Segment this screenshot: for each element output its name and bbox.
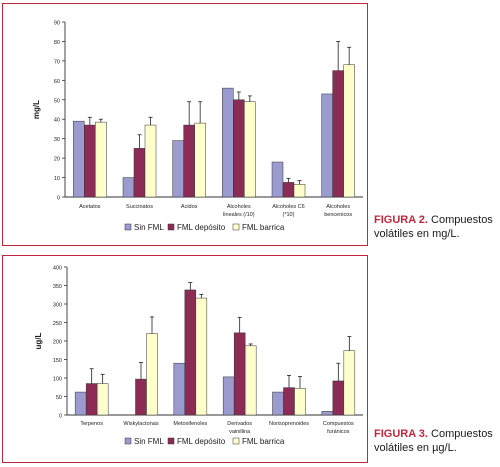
- chart1-category-label: bencenicos: [324, 212, 352, 218]
- chart2-legend-swatch: [124, 437, 132, 445]
- chart2-ytick-label: 400: [53, 266, 62, 272]
- chart2-bar: [146, 333, 158, 416]
- chart2-category-label: vainillina: [229, 429, 251, 435]
- chart-panel-volatiles-ug: 0 50 100 150 200 250 300 350 400 ug/L Terpenos Wisk…: [2, 255, 368, 463]
- chart1-legend-label: FML barrica: [242, 223, 285, 232]
- chart1-bar: [84, 124, 96, 198]
- chart2-ytick-label: 250: [53, 321, 62, 327]
- chart1-bar: [95, 121, 107, 198]
- chart1-ytick-label: 90: [54, 21, 60, 27]
- chart2-bar: [85, 383, 98, 416]
- chart2-ytick-label: 0: [59, 414, 62, 420]
- chart2-bar: [233, 332, 246, 416]
- chart2-y-axis-label: ug/L: [34, 332, 43, 349]
- chart2-category-label: Derivados: [227, 421, 252, 427]
- chart1-ytick-label: 0: [57, 196, 60, 202]
- chart2-bar: [195, 297, 208, 416]
- chart2-legend-swatch: [232, 437, 240, 445]
- chart1-legend-swatch: [232, 223, 240, 231]
- chart1-ytick-label: 50: [54, 98, 60, 104]
- chart1-bar: [332, 70, 344, 198]
- chart2-category-label: Compuestos: [323, 421, 354, 427]
- chart2-ytick-label: 50: [56, 395, 62, 401]
- chart1-category-label: Alcoholes: [227, 204, 251, 210]
- chart-panel-volatiles-mg: 0 10 20 30 40 50 60 70 80 90 mg/L Acetatos Succinato…: [2, 3, 368, 246]
- chart2-bar: [343, 350, 356, 416]
- chart2-bar: [321, 411, 334, 416]
- chart1-bar: [343, 64, 355, 198]
- chart2-ytick-label: 150: [53, 358, 62, 364]
- chart1-category-label: lineales (/10): [223, 212, 255, 218]
- chart1-bar: [233, 99, 245, 198]
- chart2-bar: [135, 378, 147, 416]
- chart2-ytick-label: 200: [53, 340, 62, 346]
- chart1-category-label: Succinatos: [126, 204, 153, 210]
- chart1-y-axis-label: mg/L: [32, 100, 41, 119]
- chart1-category-label: (*10): [283, 212, 295, 218]
- chart-svg-volatiles-ug: 0 50 100 150 200 250 300 350 400 ug/L Terpenos Wisk…: [34, 266, 363, 446]
- chart1-ytick-label: 10: [54, 176, 60, 182]
- chart1-bar: [271, 161, 284, 198]
- chart2-ytick-label: 300: [53, 303, 62, 309]
- chart2-ytick-label: 100: [53, 377, 62, 383]
- caption-figure-3-label: FIGURA 3.: [374, 428, 428, 440]
- chart1-ytick-label: 30: [54, 137, 60, 143]
- chart2-bar: [173, 362, 186, 416]
- chart1-bar: [172, 140, 184, 198]
- chart1-legend-label: Sin FML: [134, 223, 164, 232]
- chart1-legend-swatch: [124, 223, 132, 231]
- chart2-category-label: furánicos: [327, 429, 350, 435]
- chart2-legend-label: FML depósito: [177, 437, 226, 446]
- chart2-category-label: Metoxifenoles: [173, 421, 207, 427]
- chart1-ytick-label: 70: [54, 59, 60, 65]
- chart2-bar: [222, 376, 235, 416]
- chart1-legend-label: FML depósito: [177, 223, 226, 232]
- chart2-bar: [184, 289, 197, 416]
- chart2-bar: [272, 391, 284, 416]
- chart1-category-label: Alcoholes C6: [272, 204, 304, 210]
- chart1-ytick-label: 20: [54, 157, 60, 163]
- caption-figure-3: FIGURA 3. Compuestos volátiles en µg/L.: [374, 427, 498, 455]
- chart1-category-label: Acetatos: [79, 204, 101, 210]
- chart1-legend-swatch: [167, 223, 175, 231]
- chart1-bar: [133, 148, 146, 198]
- chart1-bar: [293, 184, 306, 198]
- chart2-bar: [244, 345, 257, 416]
- chart2-legend-label: Sin FML: [134, 437, 164, 446]
- chart1-bar: [122, 177, 135, 198]
- chart1-ytick-label: 60: [54, 79, 60, 85]
- caption-figure-2: FIGURA 2. Compuestos volátiles en mg/L.: [374, 213, 498, 241]
- chart2-category-label: Wiskylactonas: [123, 421, 158, 427]
- chart2-legend-label: FML barrica: [242, 437, 285, 446]
- chart1-bar: [282, 182, 295, 198]
- chart1-bar: [222, 87, 234, 198]
- chart1-bar: [194, 122, 206, 198]
- chart2-legend-swatch: [167, 437, 175, 445]
- chart2-category-label: Norisoprenoides: [269, 421, 309, 427]
- chart2-bar: [294, 388, 306, 416]
- chart1-bar: [244, 101, 256, 198]
- chart2-bar: [96, 383, 109, 416]
- chart2-ytick-label: 350: [53, 284, 62, 290]
- chart2-bar: [332, 380, 345, 416]
- chart-svg-volatiles-mg: 0 10 20 30 40 50 60 70 80 90 mg/L Acetatos Succinato…: [32, 21, 363, 232]
- caption-figure-2-label: FIGURA 2.: [374, 214, 428, 226]
- caption-figure-2-text: Compuestos volátiles en mg/L.: [374, 214, 493, 240]
- chart1-ytick-label: 40: [54, 118, 60, 124]
- chart2-bar: [74, 391, 87, 416]
- caption-figure-3-text: Compuestos volátiles en µg/L.: [374, 428, 493, 454]
- chart1-category-label: Acidos: [181, 204, 198, 210]
- chart1-category-label: Alcoholes: [326, 204, 350, 210]
- chart2-bar: [283, 387, 295, 416]
- chart1-bar: [183, 124, 195, 198]
- chart1-bar: [321, 93, 333, 198]
- chart1-bar: [144, 124, 157, 198]
- chart1-bar: [73, 120, 85, 198]
- chart2-category-label: Terpenos: [80, 421, 103, 427]
- chart1-ytick-label: 80: [54, 40, 60, 46]
